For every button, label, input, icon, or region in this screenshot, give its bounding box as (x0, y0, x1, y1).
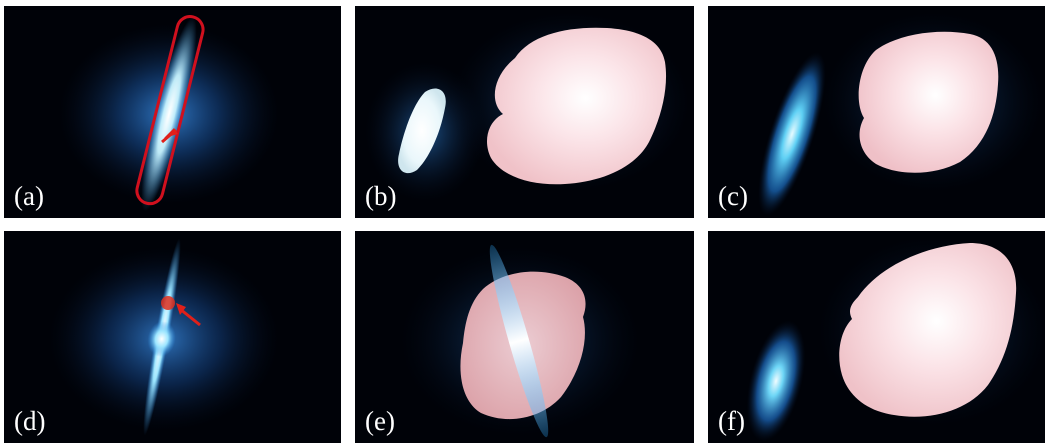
panel-e-image (400, 244, 640, 438)
panel-label-d: (d) (14, 406, 46, 436)
panel-label-f: (f) (718, 406, 745, 436)
galaxy-mask (858, 31, 999, 173)
panel-label-b: (b) (365, 181, 397, 211)
panel-label-c: (c) (718, 181, 748, 211)
panel-e: (e) (355, 231, 694, 443)
galaxy-disk (141, 16, 197, 212)
arrow-head (176, 303, 186, 315)
small-galaxy-mask (398, 88, 446, 174)
bright-streak (489, 244, 549, 438)
blue-galaxy (758, 51, 826, 217)
panel-c-image (758, 12, 1043, 217)
arrow-shaft (161, 128, 177, 144)
panel-label-e: (e) (365, 406, 395, 436)
panel-c: (c) (708, 6, 1045, 218)
panel-a-image (59, 15, 279, 212)
panel-b: (b) (355, 6, 694, 218)
panel-f-image (746, 236, 1045, 442)
panel-b-image (365, 12, 690, 202)
panel-d-image (49, 238, 279, 436)
panel-label-a: (a) (14, 181, 44, 211)
large-galaxy-mask (487, 27, 667, 185)
galaxy-mask (839, 243, 1017, 417)
arrow-shaft (179, 307, 201, 327)
red-outline (135, 15, 205, 206)
panel-f: (f) (708, 231, 1045, 443)
panel-d: (d) (4, 231, 341, 443)
galaxy-bulge (147, 321, 176, 357)
panel-a: (a) (4, 6, 341, 218)
blue-galaxy (746, 320, 806, 442)
red-marker (161, 296, 175, 310)
